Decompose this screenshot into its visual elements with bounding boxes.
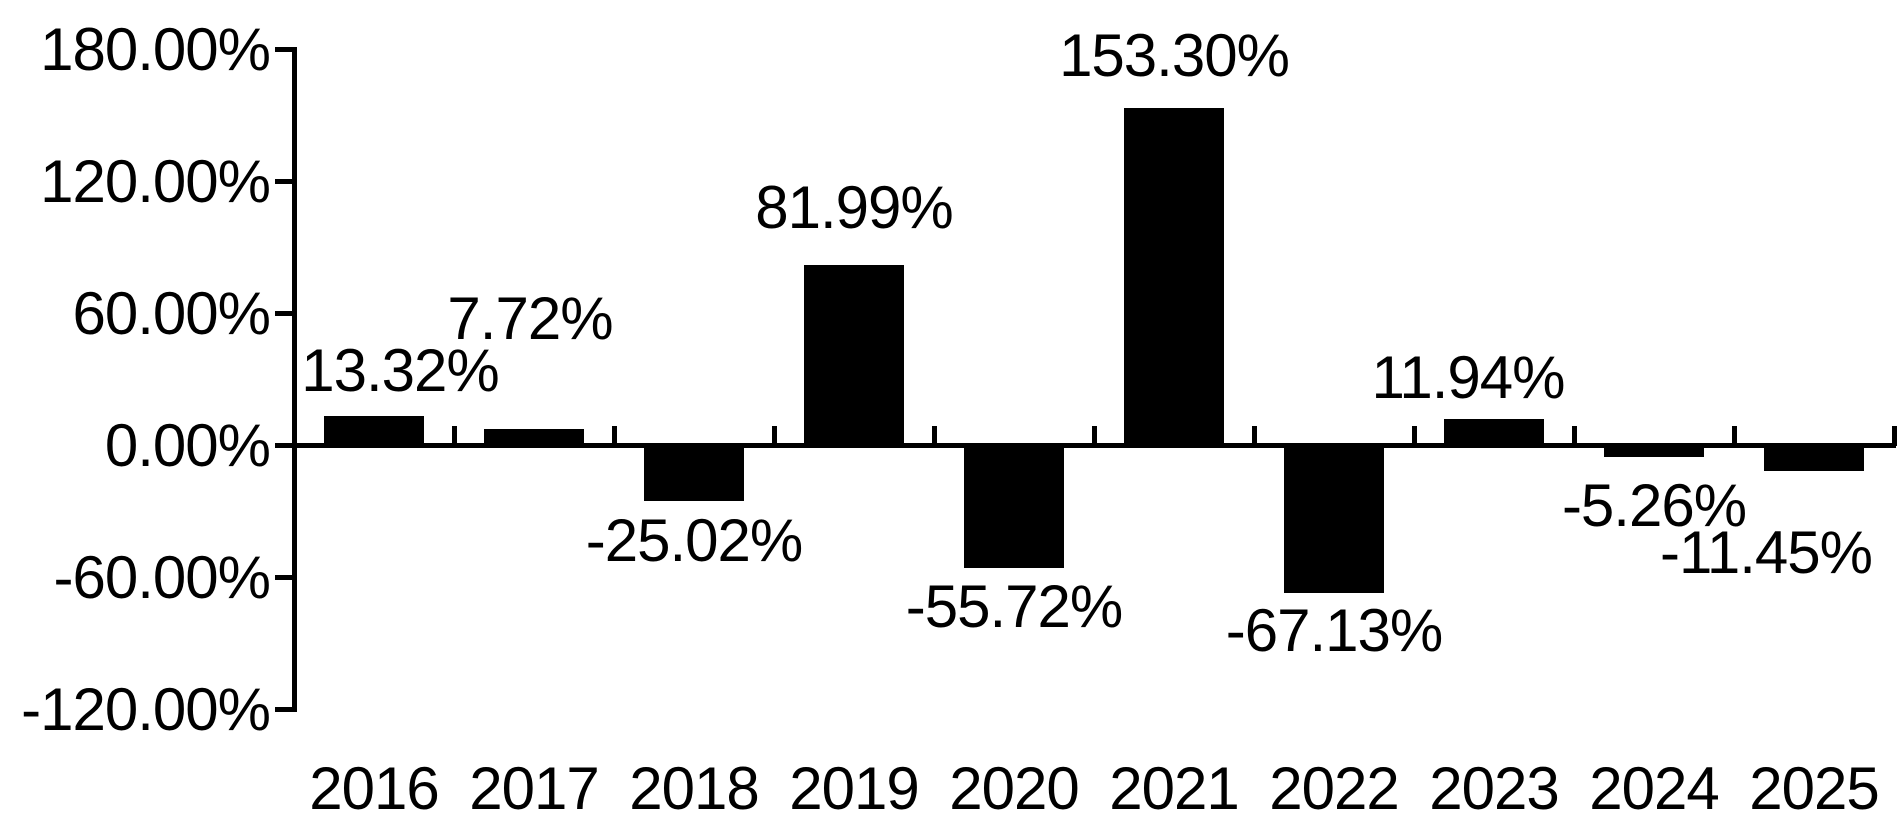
x-axis-label-2023: 2023 <box>1429 755 1559 822</box>
data-label-2018: -25.02% <box>585 507 803 574</box>
y-axis-tick-label: 120.00% <box>40 147 271 215</box>
y-tick <box>274 311 294 316</box>
y-axis-tick-label: 60.00% <box>72 279 272 347</box>
y-axis-tick-label: 180.00% <box>40 15 271 83</box>
data-label-2016: 13.32% <box>301 337 499 404</box>
bar-2019 <box>804 265 904 446</box>
x-axis-line <box>291 443 1896 448</box>
x-tick <box>1731 426 1737 446</box>
x-axis-label-2016: 2016 <box>309 755 439 822</box>
data-label-2019: 81.99% <box>755 174 953 241</box>
x-axis-label-2019: 2019 <box>789 755 919 822</box>
x-axis-label-2021: 2021 <box>1109 755 1239 822</box>
bar-2020 <box>964 445 1064 569</box>
y-tick <box>274 575 294 580</box>
y-axis-line <box>291 47 297 712</box>
data-label-2022: -67.13% <box>1225 597 1443 664</box>
bar-2025 <box>1764 445 1864 471</box>
bar-2022 <box>1284 445 1384 594</box>
data-label-2020: -55.72% <box>905 573 1123 640</box>
x-tick <box>1251 426 1257 446</box>
x-axis-label-2024: 2024 <box>1589 755 1719 822</box>
bar-2023 <box>1444 419 1544 446</box>
x-tick <box>451 426 457 446</box>
bar-2021 <box>1124 108 1224 446</box>
y-tick <box>274 179 294 184</box>
y-axis-tick-label: -60.00% <box>53 543 271 611</box>
y-tick <box>274 443 294 448</box>
x-axis-label-2017: 2017 <box>469 755 599 822</box>
x-tick <box>771 426 777 446</box>
data-label-2017: 7.72% <box>447 285 613 352</box>
x-tick <box>931 426 937 446</box>
x-axis-label-2022: 2022 <box>1269 755 1399 822</box>
y-axis-tick-label: -120.00% <box>21 675 271 743</box>
bar-2018 <box>644 445 744 501</box>
x-axis-label-2020: 2020 <box>949 755 1079 822</box>
y-tick <box>274 707 294 712</box>
bar-2017 <box>484 428 584 446</box>
y-tick <box>274 47 294 52</box>
x-tick <box>1411 426 1417 446</box>
data-label-2025: -11.45% <box>1659 519 1873 586</box>
x-tick <box>611 426 617 446</box>
data-label-2021: 153.30% <box>1059 22 1290 89</box>
x-axis-label-2018: 2018 <box>629 755 759 822</box>
data-label-2023: 11.94% <box>1371 344 1565 411</box>
x-tick <box>1091 426 1097 446</box>
x-tick <box>1891 426 1897 446</box>
bar-2024 <box>1604 445 1704 458</box>
x-axis-label-2025: 2025 <box>1749 755 1879 822</box>
bar-2016 <box>324 416 424 446</box>
y-axis-tick-label: 0.00% <box>104 411 271 479</box>
x-tick <box>1571 426 1577 446</box>
data-label-2024: -5.26% <box>1561 472 1747 539</box>
